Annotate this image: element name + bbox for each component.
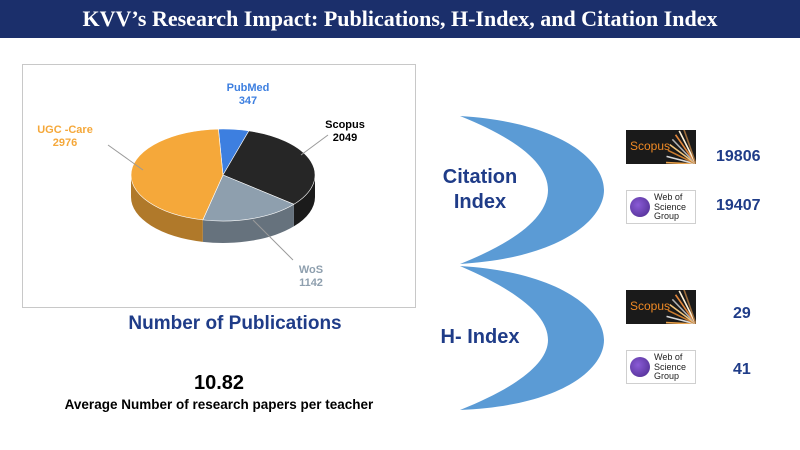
- citation-wos-value: 19407: [716, 197, 761, 214]
- scopus-fan-stroke: [665, 161, 696, 164]
- slice-label-name: WoS: [299, 264, 323, 276]
- pie-slice-wos: [202, 174, 295, 222]
- scopus-fan-stroke: [665, 321, 696, 324]
- publications-pie-chart: PubMed 347 Scopus 2049 WoS 1142 UGC -Care 2976: [22, 64, 416, 308]
- slice-label-name: Scopus: [325, 119, 365, 131]
- scopus-fan-stroke: [667, 309, 696, 324]
- wos-globe-icon: [630, 197, 650, 217]
- scopus-fan-stroke: [667, 149, 696, 164]
- h-index-label: H- Index: [440, 326, 520, 348]
- scopus-logo-text: Scopus: [630, 299, 671, 313]
- h-index-scopus-value: 29: [733, 305, 751, 322]
- scopus-fan-stroke: [674, 294, 696, 324]
- scopus-fan-icon: [665, 130, 696, 164]
- wos-logo: Web of Science Group: [626, 350, 696, 384]
- citation-scopus-value: 19806: [716, 148, 761, 165]
- leader-line: [252, 219, 294, 261]
- title-bar: KVV’s Research Impact: Publications, H-I…: [0, 0, 800, 38]
- citation-index-label: Citation Index: [425, 165, 535, 215]
- slice-label-value: 347: [239, 95, 257, 107]
- scopus-fan-stroke: [669, 143, 696, 164]
- average-value: 10.82: [193, 372, 245, 394]
- scopus-fan-stroke: [666, 155, 696, 164]
- pie-slice-ugc-care: [130, 128, 224, 221]
- scopus-logo: Scopus: [626, 290, 696, 324]
- scopus-fan-stroke: [671, 298, 696, 324]
- pie-slice-side-ugc-care: [131, 175, 203, 242]
- wos-logo-text: Web of Science Group: [654, 352, 687, 381]
- pie-slice-side-wos: [202, 204, 294, 243]
- scopus-logo-text: Scopus: [630, 139, 671, 153]
- average-label: Average Number of research papers per te…: [64, 397, 374, 412]
- h-index-wos-value: 41: [733, 361, 751, 378]
- scopus-fan-stroke: [683, 130, 696, 164]
- scopus-fan-stroke: [671, 138, 696, 164]
- scopus-fan-icon: [665, 290, 696, 324]
- slice-label-value: 1142: [299, 277, 323, 289]
- wos-globe-icon: [630, 357, 650, 377]
- scopus-fan-stroke: [678, 130, 696, 164]
- page-title: KVV’s Research Impact: Publications, H-I…: [82, 6, 718, 31]
- publications-label: Number of Publications: [128, 313, 342, 334]
- citation-arc: [460, 116, 604, 264]
- scopus-fan-stroke: [678, 290, 696, 324]
- slice-label-name: UGC -Care: [37, 124, 93, 136]
- scopus-logo: Scopus: [626, 130, 696, 164]
- leader-line: [300, 134, 329, 156]
- scopus-fan-stroke: [674, 134, 696, 164]
- slice-label-value: 2049: [333, 132, 357, 144]
- leader-line: [107, 144, 144, 171]
- scopus-fan-stroke: [666, 315, 696, 324]
- wos-logo-text: Web of Science Group: [654, 192, 687, 221]
- slice-label-value: 2976: [53, 137, 77, 149]
- scopus-fan-stroke: [669, 303, 696, 324]
- h-index-arc: [460, 266, 604, 410]
- slice-label-name: PubMed: [227, 82, 270, 94]
- citation-label-line1: Citation: [442, 166, 518, 188]
- wos-logo: Web of Science Group: [626, 190, 696, 224]
- pie-slice-side-scopus: [293, 175, 315, 227]
- scopus-fan-stroke: [683, 290, 696, 324]
- pie-slice-scopus: [222, 130, 316, 205]
- citation-label-line2: Index: [453, 191, 507, 213]
